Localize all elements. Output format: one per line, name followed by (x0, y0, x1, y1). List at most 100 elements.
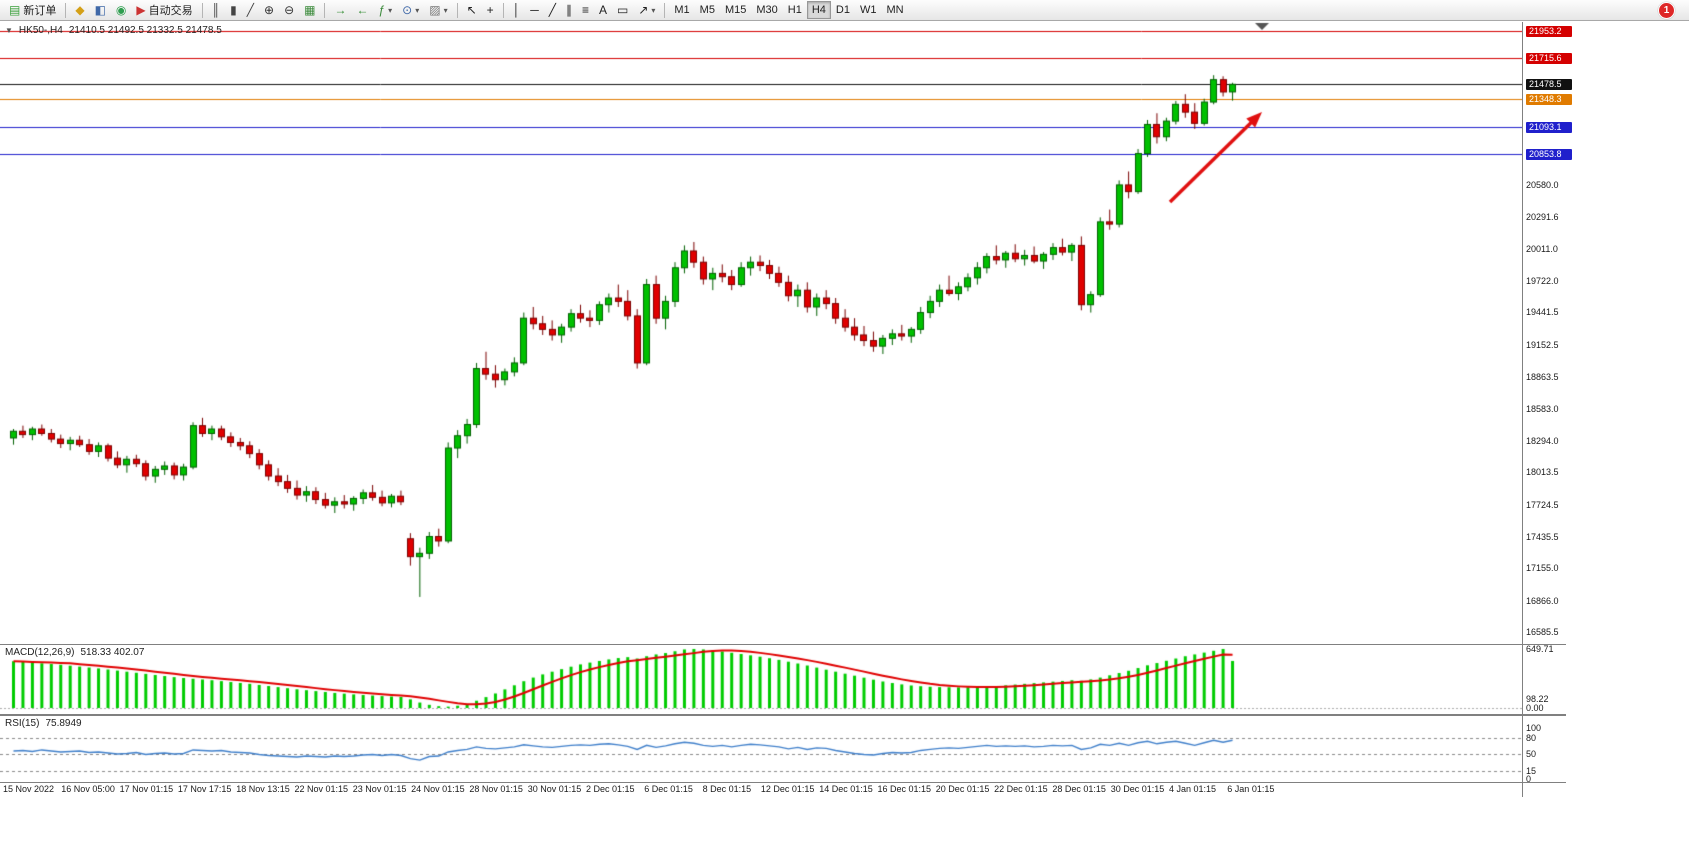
candlestick-mode-button[interactable]: ▮ (225, 1, 242, 19)
crosshair-icon: + (486, 3, 494, 17)
rsi-tick-label: 50 (1526, 748, 1537, 759)
time-tick-label: 28 Nov 01:15 (469, 784, 523, 794)
macd-rsi-splitter[interactable] (0, 714, 1566, 716)
rsi-indicator-name: RSI(15) (5, 718, 40, 729)
price-tick-label: 17724.5 (1526, 499, 1559, 510)
price-tick-label: 19722.0 (1526, 275, 1559, 286)
time-tick-label: 30 Nov 01:15 (527, 784, 582, 794)
time-tick-label: 22 Nov 01:15 (294, 784, 349, 794)
zoom-out-button[interactable]: ⊖ (279, 1, 299, 19)
trendline-icon: ╱ (548, 3, 556, 17)
notification-badge[interactable]: 1 (1658, 2, 1675, 19)
horizontal-line-button[interactable]: ─ (525, 1, 544, 19)
trendline-button[interactable]: ╱ (544, 1, 561, 19)
shapes-button[interactable]: ↗ ▾ (633, 1, 660, 19)
fibonacci-icon: ≡ (581, 3, 589, 17)
timeframe-h4-button[interactable]: H4 (806, 1, 831, 19)
vertical-line-button[interactable]: │ (508, 1, 526, 19)
time-tick-label: 16 Nov 05:00 (61, 784, 115, 794)
macd-indicator-name: MACD(12,26,9) (5, 647, 75, 658)
toolbar-separator (324, 2, 326, 18)
price-macd-splitter[interactable] (0, 644, 1566, 645)
price-axis[interactable]: 20580.0 20291.6 20011.0 19722.0 19441.5 19152… (1523, 0, 1591, 810)
price-axis-border (1522, 22, 1523, 797)
level-price-label: 21953.2 (1526, 26, 1572, 38)
label-button[interactable]: ▭ (612, 1, 633, 19)
timeframe-mn-button[interactable]: MN (881, 1, 908, 19)
timeframe-m5-button-label: M5 (699, 4, 715, 16)
indicators-icon: ƒ (378, 3, 386, 17)
timeframe-m1-button-label: M1 (674, 4, 690, 16)
line-chart-mode-button[interactable]: ╱ (242, 1, 259, 19)
new-order-button[interactable]: ▤ 新订单 (4, 1, 61, 19)
templates-button[interactable]: ▨ ▾ (424, 1, 452, 19)
indicators-button[interactable]: ƒ ▾ (373, 1, 397, 19)
rsi-tick-label: 15 (1526, 766, 1537, 777)
timeframe-w1-button-label: W1 (859, 4, 877, 16)
toolbar-separator (502, 2, 504, 18)
price-tick-label: 20291.6 (1526, 212, 1559, 223)
charts-profile-button[interactable]: ◆ (70, 1, 89, 19)
chart-shift-button[interactable]: ← (351, 1, 373, 19)
level-price-label: 21715.6 (1526, 52, 1572, 64)
level-price-label: 20853.8 (1526, 149, 1572, 161)
market-watch-button[interactable]: ◧ (90, 1, 111, 19)
price-tick-label: 19152.5 (1526, 339, 1559, 350)
macd-header: MACD(12,26,9) 518.33 402.07 (5, 647, 144, 658)
time-tick-label: 4 Jan 01:15 (1169, 784, 1217, 794)
timeframe-m5-button[interactable]: M5 (695, 1, 720, 19)
rsi-tick-label: 80 (1526, 733, 1537, 744)
price-chart-canvas[interactable] (0, 22, 1522, 644)
tile-windows-icon: ▦ (304, 3, 316, 17)
crosshair-button[interactable]: + (482, 1, 499, 19)
macd-tick-label: 0.00 (1526, 703, 1544, 713)
fibonacci-button[interactable]: ≡ (577, 1, 594, 19)
time-tick-label: 15 Nov 2022 (3, 784, 55, 794)
time-tick-label: 23 Nov 01:15 (352, 784, 407, 794)
timeframe-h4-button-label: H4 (811, 4, 826, 16)
text-button[interactable]: A (594, 1, 612, 19)
time-tick-label: 8 Dec 01:15 (702, 784, 752, 794)
price-tick-label: 17155.0 (1526, 563, 1559, 574)
bar-chart-mode-button[interactable]: ║ (207, 1, 226, 19)
rsi-current-value: 75.8949 (45, 718, 82, 729)
timeframe-w1-button[interactable]: W1 (855, 1, 882, 19)
rsi-timeaxis-splitter[interactable] (0, 782, 1566, 783)
price-tick-label: 20580.0 (1526, 179, 1559, 190)
label-icon: ▭ (616, 3, 629, 17)
auto-scroll-button[interactable]: → (329, 1, 351, 19)
macd-indicator-canvas[interactable] (0, 645, 1522, 714)
cursor-button[interactable]: ↖ (462, 1, 482, 19)
macd-tick-label: 98.22 (1526, 694, 1549, 705)
time-tick-label: 17 Nov 17:15 (177, 784, 232, 794)
time-tick-label: 20 Dec 01:15 (935, 784, 990, 794)
play-icon: ▶ (136, 3, 146, 17)
clock-icon: ⊙ (402, 3, 413, 17)
time-tick-label: 24 Nov 01:15 (411, 784, 465, 794)
tile-windows-button[interactable]: ▦ (299, 1, 320, 19)
rsi-tick-label: 100 (1526, 723, 1542, 733)
timeframe-m30-button[interactable]: M30 (751, 1, 782, 19)
toolbar-separator (65, 2, 67, 18)
data-window-button[interactable]: ◉ (111, 1, 131, 19)
time-axis[interactable]: 15 Nov 2022 16 Nov 05:00 17 Nov 01:15 17 No… (0, 784, 1522, 797)
auto-trading-button[interactable]: ▶ 自动交易 (131, 1, 197, 19)
timeframe-m15-button[interactable]: M15 (720, 1, 751, 19)
timeframe-m1-button[interactable]: M1 (669, 1, 694, 19)
price-tick-label: 18583.0 (1526, 403, 1559, 414)
price-tick-label: 18013.5 (1526, 467, 1559, 478)
text-icon: A (598, 3, 607, 17)
zoom-in-button[interactable]: ⊕ (259, 1, 279, 19)
chart-symbol-period: HK50-,H4 (18, 25, 63, 36)
chevron-down-icon: ▾ (651, 5, 656, 15)
timeframe-d1-button[interactable]: D1 (831, 1, 855, 19)
channel-button[interactable]: ∥ (561, 1, 577, 19)
time-tick-label: 14 Dec 01:15 (819, 784, 873, 794)
timeframe-h1-button[interactable]: H1 (783, 1, 807, 19)
time-tick-label: 22 Dec 01:15 (994, 784, 1048, 794)
timeframe-m15-button-label: M15 (724, 4, 747, 16)
periods-button[interactable]: ⊙ ▾ (397, 1, 424, 19)
rsi-indicator-canvas[interactable] (0, 716, 1522, 782)
toolbar-separator (201, 2, 203, 18)
time-tick-label: 28 Dec 01:15 (1052, 784, 1106, 794)
